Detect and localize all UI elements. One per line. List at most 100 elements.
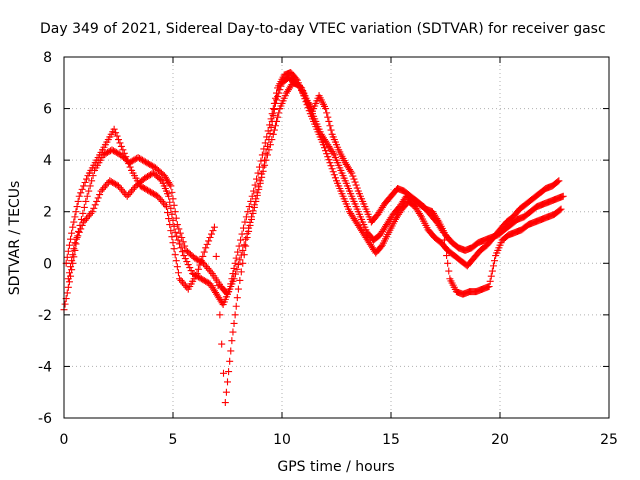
data-point-fill [225, 368, 233, 376]
data-point-fill [83, 175, 91, 183]
data-point-fill [352, 181, 360, 189]
data-point-fill [247, 215, 255, 223]
data-point [171, 228, 179, 236]
y-axis-label: SDTVAR / TECUs [7, 181, 23, 296]
data-point-fill [224, 378, 231, 386]
data-point [71, 239, 79, 247]
data-point [241, 218, 249, 226]
data-point-fill [125, 160, 133, 168]
data-point [485, 282, 493, 290]
data-point-fill [167, 204, 175, 212]
data-point-fill [204, 264, 212, 272]
data-point-fill [192, 255, 200, 263]
data-point-fill [239, 224, 247, 232]
data-point-fill [151, 191, 159, 199]
data-point-fill [146, 188, 154, 196]
data-point-fill [263, 151, 271, 159]
data-point-fill [148, 189, 156, 197]
data-point-fill [323, 109, 331, 117]
data-point-fill [271, 94, 279, 102]
data-point-fill [67, 263, 75, 271]
data-point-fill [172, 257, 180, 265]
data-point-fill [443, 252, 451, 260]
data-point-fill [330, 171, 338, 179]
data-point-fill [489, 262, 497, 270]
data-point-fill [270, 99, 278, 107]
data-point-fill [259, 167, 267, 175]
data-point-fill [122, 153, 130, 161]
data-point-fill [181, 255, 189, 263]
data-point-fill [168, 188, 176, 196]
data-point-fill [170, 222, 178, 230]
data-point-fill [237, 236, 245, 244]
data-point-fill [199, 276, 207, 284]
data-point [267, 115, 275, 123]
data-point-fill [161, 201, 169, 209]
data-point-fill [74, 197, 82, 205]
data-point-fill [138, 183, 146, 191]
data-point-fill [166, 198, 174, 206]
data-point-fill [235, 242, 243, 250]
data-point-fill [88, 177, 96, 185]
data-point-fill [240, 241, 248, 249]
data-point [221, 399, 229, 407]
data-point [348, 169, 356, 177]
data-point-fill [329, 168, 337, 176]
data-point-fill [268, 110, 276, 118]
data-point-fill [187, 267, 195, 275]
data-point-fill [554, 178, 562, 186]
data-point-fill [104, 148, 112, 156]
data-point-fill [168, 210, 176, 218]
data-point-fill [177, 244, 185, 252]
data-point-fill [326, 122, 334, 130]
data-point-fill [234, 248, 242, 256]
data-point-fill [233, 265, 241, 273]
data-point-fill [229, 328, 237, 336]
data-point-fill [87, 209, 95, 217]
y-tick-label: 0 [43, 256, 52, 272]
data-point-fill [353, 184, 361, 192]
data-point-fill [67, 235, 75, 243]
data-point-fill [160, 199, 168, 207]
data-point-fill [208, 230, 216, 238]
data-point [176, 275, 184, 283]
data-point-fill [232, 302, 240, 310]
data-point-fill [101, 182, 109, 190]
data-point-fill [149, 162, 157, 170]
data-point [261, 161, 269, 169]
data-point-fill [207, 268, 215, 276]
axis-ticks: 0 5 10 15 20 25 -6 -4 -2 0 2 4 6 8 [38, 50, 618, 448]
data-point-fill [350, 175, 358, 183]
data-point [555, 177, 563, 185]
data-point-fill [270, 126, 278, 134]
data-point-fill [249, 209, 257, 217]
data-point-fill [255, 163, 263, 171]
data-point-fill [145, 172, 153, 180]
data-point-fill [171, 251, 179, 259]
data-point-fill [174, 269, 182, 277]
data-point-fill [116, 139, 124, 147]
data-point-fill [231, 311, 239, 319]
data-point-fill [203, 278, 211, 286]
data-point-fill [263, 133, 271, 141]
data-point-fill [101, 150, 109, 158]
data-point [75, 192, 83, 200]
data-point-fill [183, 258, 191, 266]
data-point-fill [144, 172, 152, 180]
data-point-fill [254, 169, 262, 177]
data-point-fill [324, 113, 332, 121]
y-tick-label: -2 [38, 308, 52, 324]
data-point-fill [199, 252, 207, 260]
data-point-fill [99, 185, 107, 193]
data-point-fill [71, 246, 79, 254]
data-point-fill [80, 203, 88, 211]
data-point-fill [271, 122, 279, 130]
data-point-fill [273, 117, 281, 125]
data-point-fill [197, 257, 205, 265]
data-point [165, 192, 173, 200]
data-point-fill [236, 256, 244, 264]
data-point-fill [324, 153, 332, 161]
data-point-fill [178, 278, 186, 286]
data-point [439, 228, 447, 236]
data-point [243, 234, 251, 241]
